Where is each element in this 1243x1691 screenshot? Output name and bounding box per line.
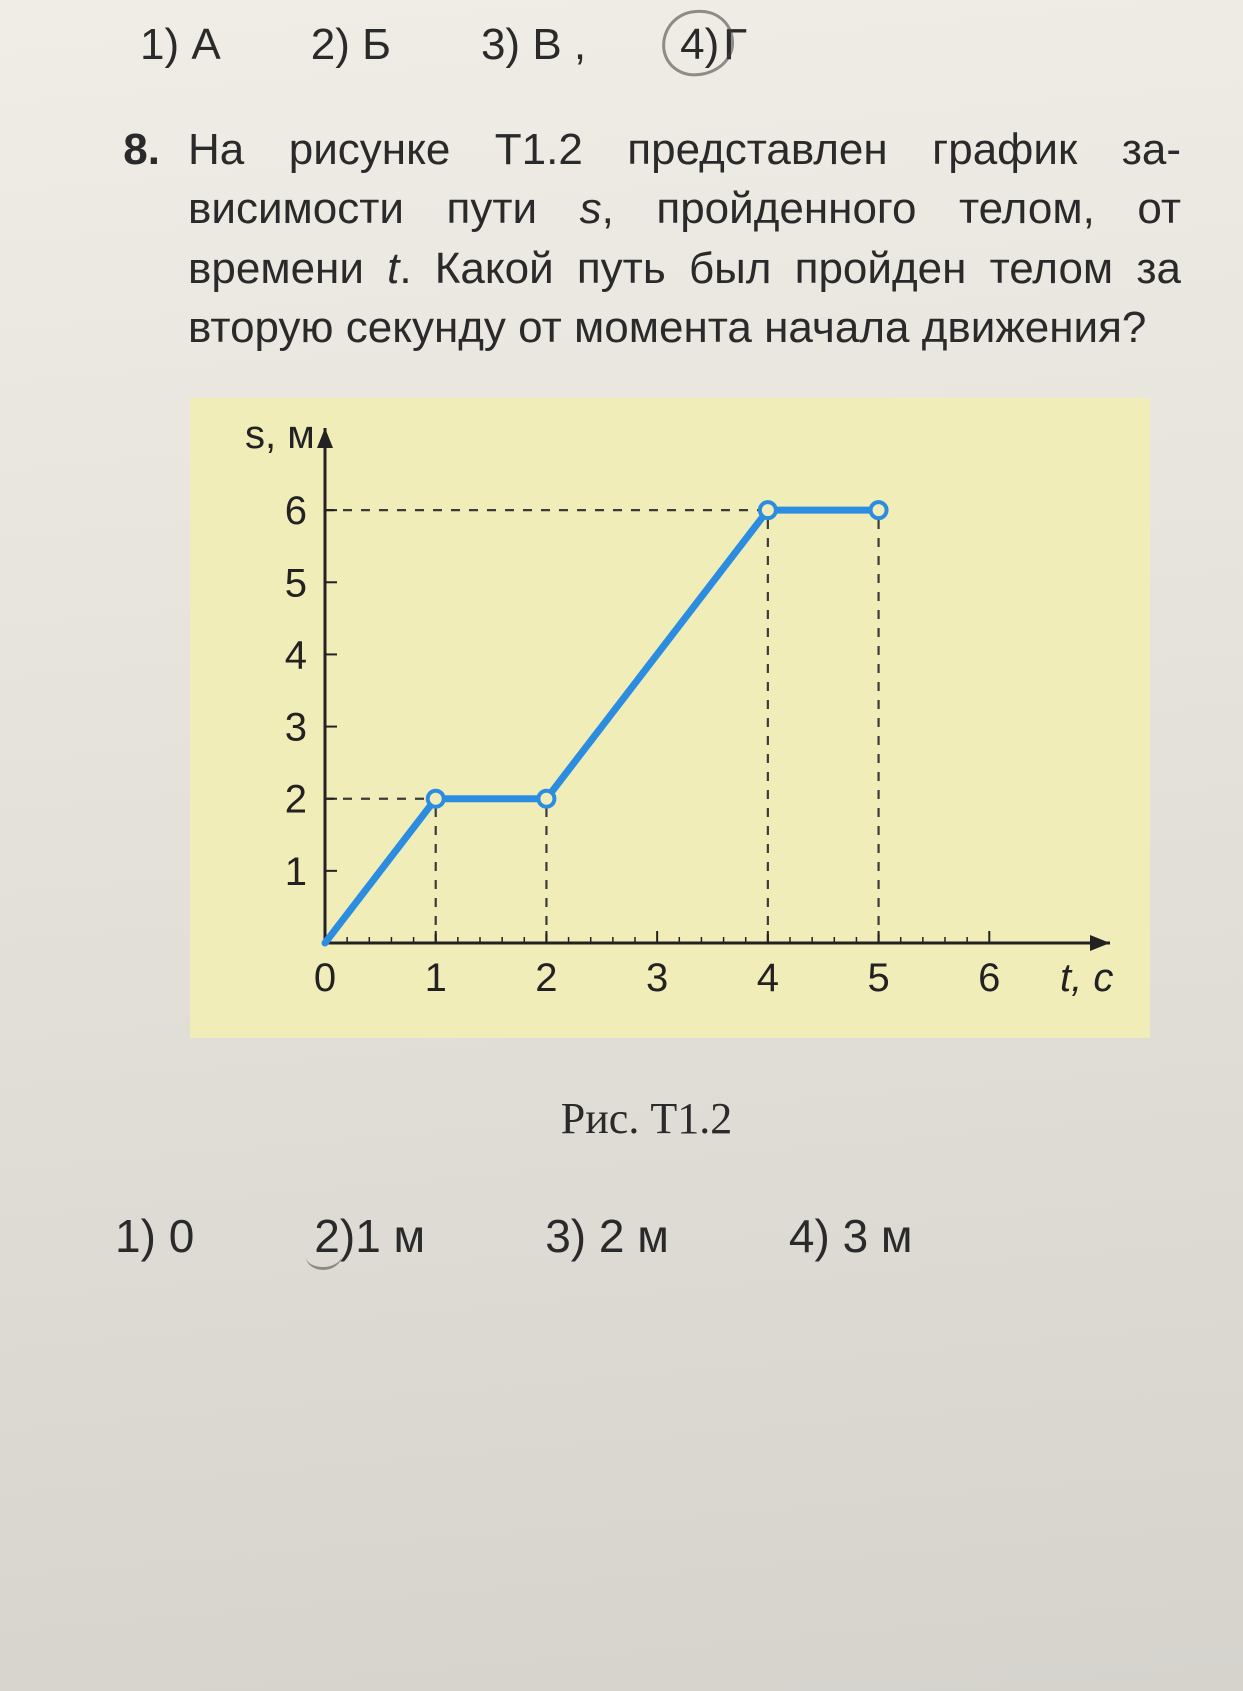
prev-answer-row: 1) А 2) Б 3) В , 4) Г <box>140 20 1193 70</box>
option-number: 2) <box>314 1209 355 1263</box>
answer-option-2: 2) 1 м <box>314 1209 425 1263</box>
option-number: 4) <box>789 1210 843 1262</box>
svg-text:3: 3 <box>285 705 307 749</box>
question-text: На рисунке Т1.2 представлен график за­ви… <box>188 120 1193 358</box>
svg-text:4: 4 <box>757 956 779 1000</box>
option-number: 1) <box>140 20 191 69</box>
svg-text:3: 3 <box>646 956 668 1000</box>
prev-option-1: 1) А <box>140 20 221 70</box>
svg-text:4: 4 <box>285 633 307 677</box>
figure-caption: Рис. Т1.2 <box>100 1093 1193 1144</box>
option-label: А <box>191 20 220 69</box>
svg-text:1: 1 <box>425 956 447 1000</box>
answer-option-3: 3) 2 м <box>545 1209 669 1263</box>
answer-option-4: 4) 3 м <box>789 1209 913 1263</box>
question-8: 8. На рисунке Т1.2 представлен график за… <box>100 120 1193 358</box>
answer-row: 1) 0 2) 1 м 3) 2 м 4) 3 м <box>115 1209 1193 1263</box>
svg-text:s, м: s, м <box>245 413 315 457</box>
svg-text:2: 2 <box>535 956 557 1000</box>
prev-option-4: 4) Г <box>676 20 747 70</box>
option-label: 0 <box>169 1210 195 1262</box>
chart-t1-2: 0 1 2 3 4 5 6 1 2 3 4 5 6 s, м t, с <box>190 398 1150 1038</box>
svg-text:6: 6 <box>978 956 1000 1000</box>
svg-text:2: 2 <box>285 777 307 821</box>
option-number: 3) <box>481 20 532 69</box>
chart-svg: 0 1 2 3 4 5 6 1 2 3 4 5 6 s, м t, с <box>190 398 1150 1038</box>
page: 1) А 2) Б 3) В , 4) Г 8. На рисунке Т1.2 пр… <box>0 0 1243 1691</box>
option-number: 3) <box>545 1210 599 1262</box>
option-label: 1 м <box>355 1210 425 1262</box>
question-number: 8. <box>100 120 160 358</box>
answer-option-1: 1) 0 <box>115 1209 194 1263</box>
svg-text:1: 1 <box>285 849 307 893</box>
svg-text:0: 0 <box>314 956 336 1000</box>
option-label: 3 м <box>843 1210 913 1262</box>
prev-option-2: 2) Б <box>311 20 391 70</box>
svg-text:6: 6 <box>285 489 307 533</box>
svg-text:t, с: t, с <box>1060 956 1113 1000</box>
option-label: Г <box>723 20 747 69</box>
option-number: 1) <box>115 1210 169 1262</box>
option-label: 2 м <box>599 1210 669 1262</box>
prev-option-3: 3) В , <box>481 20 586 70</box>
svg-text:5: 5 <box>867 956 889 1000</box>
option-label: Б <box>362 20 391 69</box>
option-label: В <box>532 20 561 69</box>
svg-text:5: 5 <box>285 561 307 605</box>
option-number: 4) <box>676 20 723 70</box>
option-number: 2) <box>311 20 362 69</box>
